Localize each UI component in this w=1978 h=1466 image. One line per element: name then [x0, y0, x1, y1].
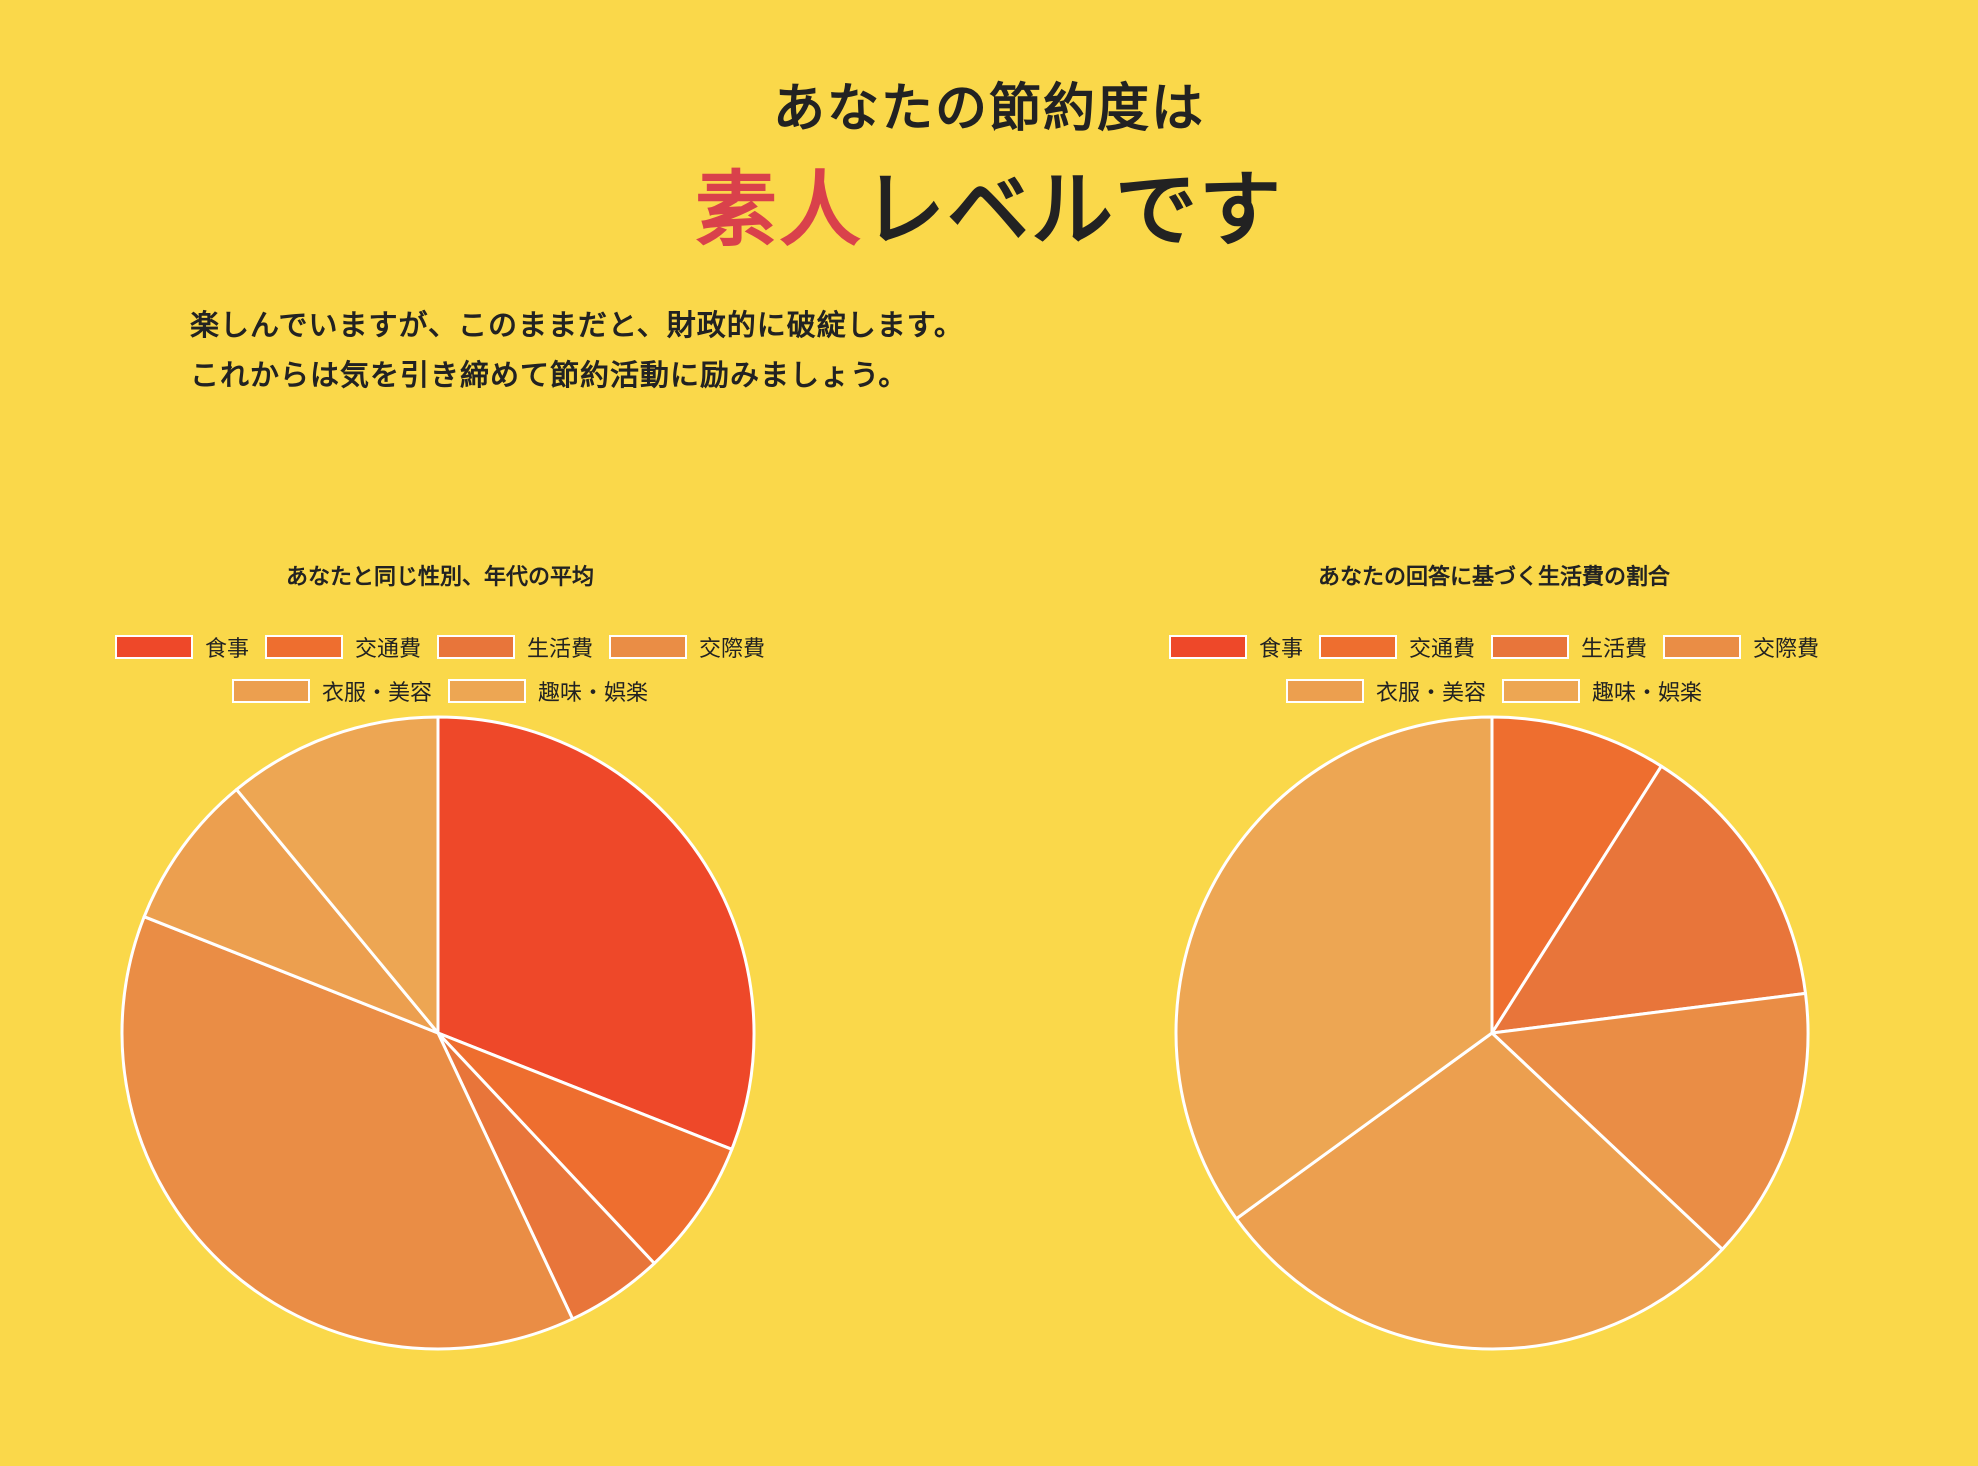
- legend-swatch: [1318, 635, 1397, 659]
- pie-plot: [1174, 715, 1810, 1351]
- pie-slice[interactable]: [436, 1031, 734, 1265]
- pie-slice[interactable]: [1490, 764, 1808, 1035]
- legend-item[interactable]: 生活費: [437, 631, 593, 663]
- legend-item[interactable]: 衣服・美容: [1285, 675, 1486, 707]
- legend-label: 食事: [204, 637, 249, 662]
- legend-label: 交際費: [1753, 637, 1820, 662]
- legend-row: 食事 交通費 生活費 交際費: [30, 625, 850, 669]
- legend-item[interactable]: 交通費: [1318, 631, 1475, 663]
- pie-slice[interactable]: [1174, 715, 1494, 1221]
- user-pie-chart: あなたの回答に基づく生活費の割合 食事 交通費 生活費 交際費衣服・美容 趣味・娯楽: [1084, 545, 1904, 1365]
- legend-item[interactable]: 交際費: [1663, 631, 1819, 663]
- legend-label: 趣味・娯楽: [1592, 681, 1703, 706]
- legend-swatch: [1491, 635, 1569, 659]
- pie-slice[interactable]: [142, 788, 440, 1035]
- legend-label: 趣味・娯楽: [538, 681, 649, 706]
- legend-label: 衣服・美容: [321, 681, 432, 706]
- pie-slice[interactable]: [235, 715, 440, 1035]
- legend-swatch: [1502, 679, 1580, 703]
- legend-item[interactable]: 衣服・美容: [231, 675, 432, 707]
- legend-swatch: [448, 679, 526, 703]
- pie-slice[interactable]: [120, 915, 575, 1351]
- chart-title: あなたの回答に基づく生活費の割合: [1317, 565, 1670, 590]
- legend-swatch: [1285, 679, 1364, 703]
- legend-swatch: [264, 635, 343, 659]
- legend-label: 交際費: [699, 637, 766, 662]
- pie-slice[interactable]: [1490, 991, 1810, 1251]
- message-line-2: これからは気を引き締めて節約活動に励みましょう。: [190, 358, 909, 392]
- result-level: 素人レベルです: [0, 156, 1978, 266]
- legend-item[interactable]: 食事: [114, 631, 249, 663]
- legend-swatch: [437, 635, 515, 659]
- legend-item[interactable]: 生活費: [1491, 631, 1647, 663]
- level-suffix: レベルです: [863, 163, 1284, 258]
- legend-item[interactable]: 食事: [1168, 631, 1303, 663]
- average-pie-chart: あなたと同じ性別、年代の平均 食事 交通費 生活費 交際費衣服・美容 趣味・娯楽: [30, 545, 850, 1365]
- message-line-1: 楽しんでいますが、このままだと、財政的に破綻します。: [190, 308, 964, 342]
- legend-item[interactable]: 趣味・娯楽: [448, 675, 648, 707]
- legend-item[interactable]: 趣味・娯楽: [1502, 675, 1702, 707]
- legend-row: 食事 交通費 生活費 交際費: [1084, 625, 1904, 669]
- result-intro: あなたの節約度は: [772, 79, 1205, 139]
- pie-slice[interactable]: [1234, 1031, 1724, 1351]
- chart-legend: 食事 交通費 生活費 交際費衣服・美容 趣味・娯楽: [1084, 625, 1904, 713]
- level-name: 素人: [694, 163, 863, 258]
- legend-swatch: [231, 679, 310, 703]
- legend-swatch: [609, 635, 688, 659]
- legend-label: 生活費: [527, 637, 594, 662]
- result-message: 楽しんでいますが、このままだと、財政的に破綻します。 これからは気を引き締めて節…: [190, 300, 964, 400]
- result-headline: あなたの節約度は 素人レベルです: [0, 70, 1978, 266]
- chart-legend: 食事 交通費 生活費 交際費衣服・美容 趣味・娯楽: [30, 625, 850, 713]
- legend-label: 食事: [1258, 637, 1303, 662]
- pie-slice[interactable]: [1490, 715, 1663, 1035]
- chart-title: あなたと同じ性別、年代の平均: [285, 565, 594, 590]
- legend-swatch: [1663, 635, 1742, 659]
- legend-label: 交通費: [1408, 637, 1475, 662]
- legend-label: 衣服・美容: [1375, 681, 1486, 706]
- pie-plot: [120, 715, 756, 1351]
- legend-row: 衣服・美容 趣味・娯楽: [1084, 669, 1904, 713]
- legend-label: 交通費: [354, 637, 421, 662]
- legend-row: 衣服・美容 趣味・娯楽: [30, 669, 850, 713]
- legend-item[interactable]: 交際費: [609, 631, 765, 663]
- pie-slice[interactable]: [436, 715, 756, 1151]
- legend-swatch: [114, 635, 193, 659]
- legend-item[interactable]: 交通費: [264, 631, 421, 663]
- legend-label: 生活費: [1581, 637, 1648, 662]
- legend-swatch: [1168, 635, 1247, 659]
